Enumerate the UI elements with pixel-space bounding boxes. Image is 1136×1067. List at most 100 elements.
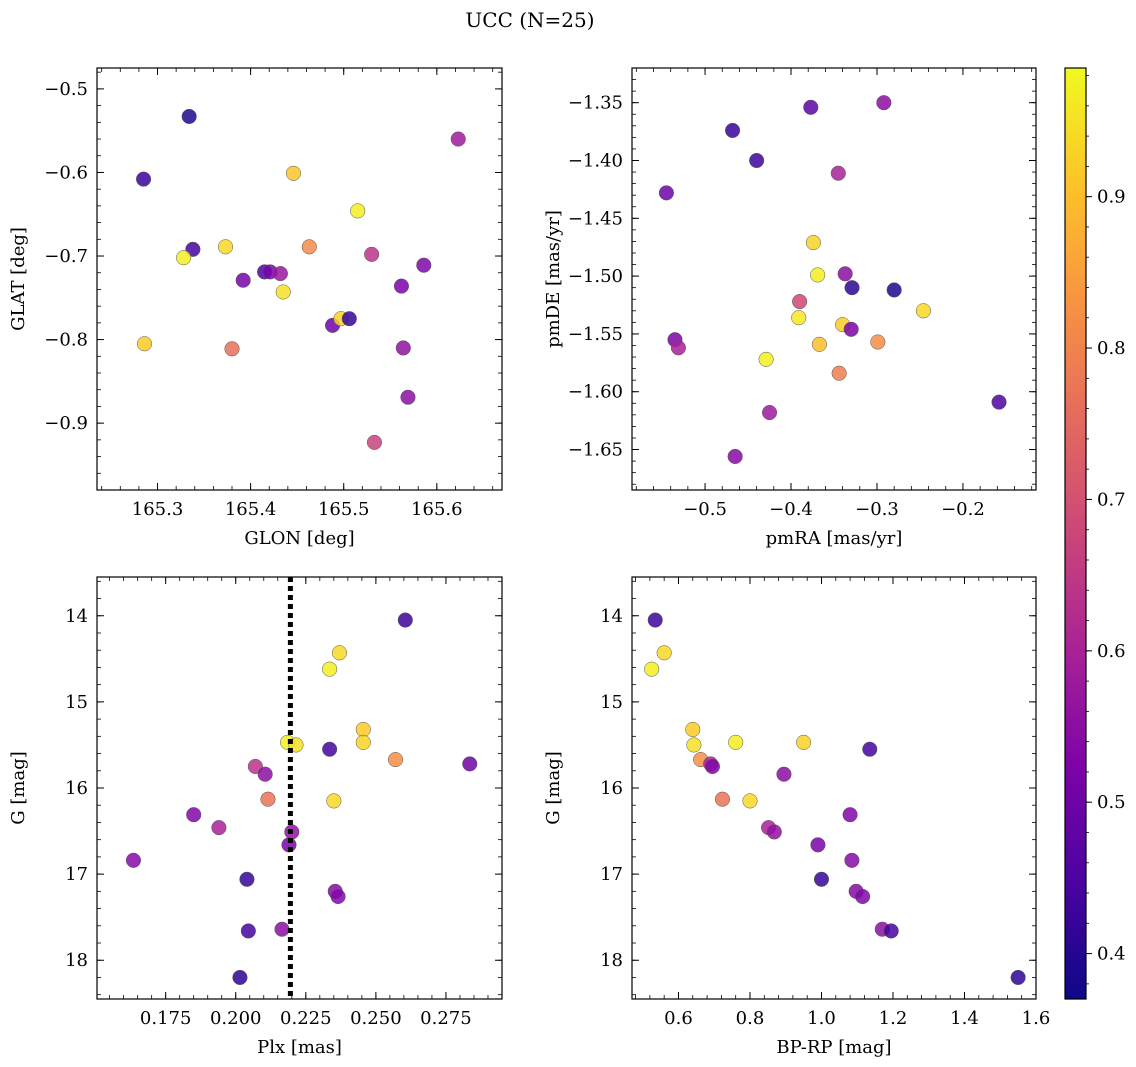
x-tick-label: 1.0 (807, 1008, 836, 1029)
panel-pmra-pmde: −0.5 −0.4 −0.3 −0.2 −1.35 −1.40 −1.45 −1.50 −1.5… (543, 67, 1037, 549)
colorbar-tick-label: 0.8 (1097, 338, 1126, 359)
data-point (387, 752, 404, 768)
y-tick-label: −0.5 (44, 79, 88, 100)
data-point (393, 278, 409, 294)
panel-glon-glat: 165.3 165.4 165.5 165.6 −0.5 −0.6 −0.7 −0.8 −0.9… (8, 67, 503, 549)
data-point (915, 303, 931, 319)
x-tick-label: 1.2 (879, 1008, 908, 1029)
data-point (364, 246, 380, 262)
data-point (330, 888, 346, 905)
data-point (272, 266, 288, 282)
data-point (831, 365, 847, 381)
data-point (395, 340, 411, 356)
data-point (275, 284, 291, 300)
data-point (181, 108, 197, 125)
data-point (658, 185, 674, 201)
colorbar: 0.4 0.5 0.6 0.7 0.8 0.9 (1064, 67, 1126, 1000)
x-tick-label: −0.4 (769, 499, 813, 520)
colorbar-tick-label: 0.9 (1097, 187, 1126, 208)
x-axis-label: GLON [deg] (244, 528, 354, 549)
y-tick-label: 14 (600, 606, 623, 627)
data-point (217, 239, 234, 255)
y-tick-label: 15 (600, 692, 623, 713)
data-point (285, 165, 301, 181)
y-tick-label: −0.7 (44, 246, 88, 267)
data-point (186, 807, 202, 823)
data-point (714, 791, 731, 807)
y-tick-label: 16 (65, 778, 88, 799)
data-point (704, 758, 720, 775)
data-point (232, 969, 248, 986)
y-tick-label: −1.60 (568, 382, 623, 403)
data-point (211, 820, 227, 836)
panel-bprp-g: 0.6 0.8 1.0 1.2 1.4 1.6 14 15 16 17 18 BP-RP [mag] G… (543, 576, 1051, 1058)
x-tick-label: 1.6 (1022, 1008, 1051, 1029)
x-tick-label: 0.275 (420, 1008, 472, 1029)
data-point (862, 741, 878, 757)
y-tick-label: −1.55 (568, 324, 623, 345)
data-point (843, 321, 859, 337)
colorbar-tick-label: 0.4 (1097, 944, 1126, 965)
data-point (842, 807, 858, 823)
x-tick-label: 0.250 (350, 1008, 402, 1029)
data-point (350, 203, 366, 219)
data-point (810, 837, 826, 853)
x-tick-label: 0.225 (280, 1008, 332, 1029)
x-axis-label: pmRA [mas/yr] (766, 528, 903, 549)
data-point (813, 871, 830, 887)
data-point (776, 766, 792, 782)
data-point (656, 645, 672, 661)
x-tick-label: 165.4 (225, 499, 277, 520)
data-point (727, 448, 743, 465)
data-point (749, 152, 765, 169)
x-tick-label: 0.6 (664, 1008, 693, 1029)
x-tick-label: 1.4 (950, 1008, 979, 1029)
data-point (644, 661, 660, 677)
axes-frame (631, 576, 1037, 1000)
y-axis-label: pmDE [mas/yr] (543, 210, 564, 348)
data-point (791, 310, 807, 326)
data-point (397, 612, 413, 628)
data-point (462, 756, 478, 772)
y-tick-label: −0.6 (44, 162, 88, 183)
x-tick-label: 165.3 (132, 499, 184, 520)
x-axis-label: Plx [mas] (257, 1037, 342, 1058)
y-axis-label: GLAT [deg] (8, 227, 29, 331)
data-point (870, 334, 886, 350)
x-tick-label: −0.2 (941, 499, 985, 520)
data-point (686, 737, 702, 753)
x-tick-label: 165.6 (411, 499, 463, 520)
data-point (260, 791, 276, 807)
data-point (355, 734, 371, 750)
data-point (883, 923, 899, 939)
y-tick-label: −1.40 (568, 150, 623, 171)
data-point (725, 122, 741, 138)
data-point (125, 852, 141, 868)
data-point (876, 95, 892, 111)
data-point (400, 389, 416, 405)
data-point (257, 766, 273, 782)
data-point (326, 793, 342, 809)
y-tick-label: −1.65 (568, 440, 623, 461)
data-point (886, 282, 902, 298)
x-tick-label: 0.8 (736, 1008, 765, 1029)
data-point (742, 793, 758, 809)
x-tick-label: 165.5 (318, 499, 370, 520)
data-point (830, 165, 846, 181)
data-point (855, 888, 871, 905)
colorbar-tick-label: 0.5 (1097, 792, 1126, 813)
y-tick-label: 16 (600, 778, 623, 799)
data-point (758, 351, 774, 367)
colorbar-tick-label: 0.6 (1097, 641, 1126, 662)
data-point (301, 239, 317, 255)
data-point (240, 923, 256, 939)
data-point (274, 921, 290, 937)
y-tick-label: −1.35 (568, 93, 623, 114)
y-tick-label: −0.8 (44, 330, 88, 351)
data-point (366, 434, 382, 450)
axes-frame (96, 67, 503, 491)
x-tick-label: −0.3 (855, 499, 899, 520)
data-point (844, 852, 860, 868)
data-point (811, 336, 827, 352)
y-tick-label: −1.50 (568, 266, 623, 287)
